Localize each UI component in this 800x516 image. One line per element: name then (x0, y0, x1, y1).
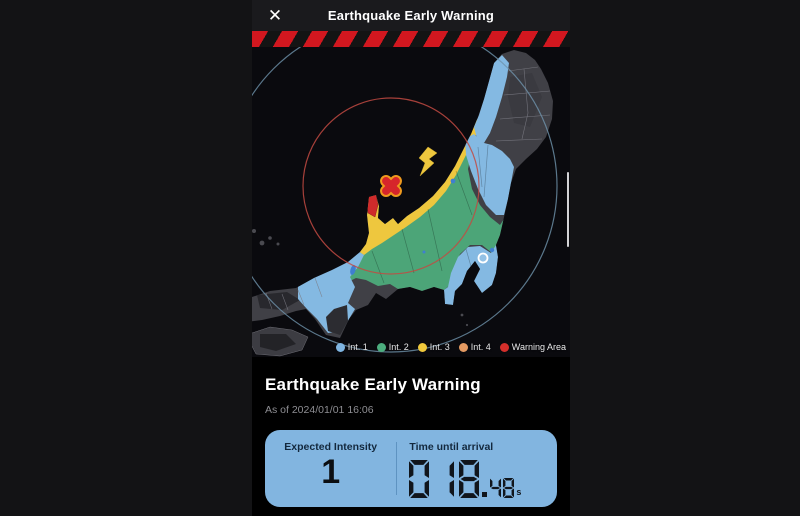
s-wave-circle (252, 47, 558, 353)
legend-label: Int. 1 (347, 342, 368, 352)
seven-segment-digit (449, 461, 455, 497)
seven-segment-digit (409, 460, 430, 498)
seven-segment-digit (503, 478, 515, 498)
legend-label: Int. 4 (470, 342, 491, 352)
int4-dot-icon (458, 343, 468, 352)
warning-area-dot-icon (499, 343, 509, 352)
hazard-stripe (252, 31, 570, 47)
map-scrollbar[interactable] (567, 172, 569, 247)
legend-label: Int. 2 (388, 342, 409, 352)
p-wave-circle (302, 97, 480, 275)
earthquake-warning-app: ✕ Earthquake Early Warning (252, 0, 570, 516)
seven-segment-digit (490, 478, 502, 498)
legend-item-warning-area: Warning Area (499, 342, 566, 352)
sado-island (418, 146, 438, 177)
prefecture-borders-dark (371, 144, 489, 284)
warning-detail-panel: Expected Intensity 1 Time until arrival … (265, 430, 557, 507)
expected-intensity-label: Expected Intensity (284, 441, 378, 453)
legend-item-int3: Int. 3 (417, 342, 450, 352)
lakes (350, 178, 495, 275)
shikoku-island (252, 326, 309, 357)
int1-dot-icon (335, 343, 345, 352)
app-header: ✕ Earthquake Early Warning (252, 0, 570, 31)
small-islands (252, 229, 469, 327)
time-until-arrival-block: Time until arrival s (397, 430, 557, 507)
legend-item-int1: Int. 1 (335, 342, 368, 352)
close-icon[interactable]: ✕ (267, 5, 283, 25)
info-title: Earthquake Early Warning (265, 375, 481, 394)
expected-intensity-block: Expected Intensity 1 (265, 430, 396, 507)
legend-item-int2: Int. 2 (376, 342, 409, 352)
warning-map[interactable]: Int. 1 Int. 2 Int. 3 Int. 4 (252, 47, 570, 357)
region-int1-blue (298, 55, 514, 333)
expected-intensity-value: 1 (321, 453, 341, 491)
legend-label: Warning Area (511, 342, 566, 352)
decimal-point (482, 492, 488, 497)
time-until-arrival-label: Time until arrival (409, 441, 494, 453)
warning-info-section: Earthquake Early Warning As of 2024/01/0… (252, 357, 570, 516)
legend-label: Int. 3 (429, 342, 450, 352)
current-location-marker (477, 252, 489, 264)
kii-peninsula-tip (326, 305, 348, 335)
int2-dot-icon (376, 343, 386, 352)
intensity-legend: Int. 1 Int. 2 Int. 3 Int. 4 (335, 342, 566, 352)
int3-dot-icon (417, 343, 427, 352)
panel-divider (396, 442, 398, 495)
region-int3-yellow (358, 119, 482, 255)
seconds-unit: s (516, 487, 522, 497)
header-title: Earthquake Early Warning (327, 8, 495, 23)
arrival-countdown-display: s (409, 458, 557, 498)
legend-item-int4: Int. 4 (458, 342, 491, 352)
epicenter-x-icon (380, 175, 402, 197)
japan-map-svg (252, 47, 558, 357)
as-of-timestamp: As of 2024/01/01 16:06 (265, 404, 374, 416)
seven-segment-digit (459, 460, 480, 498)
